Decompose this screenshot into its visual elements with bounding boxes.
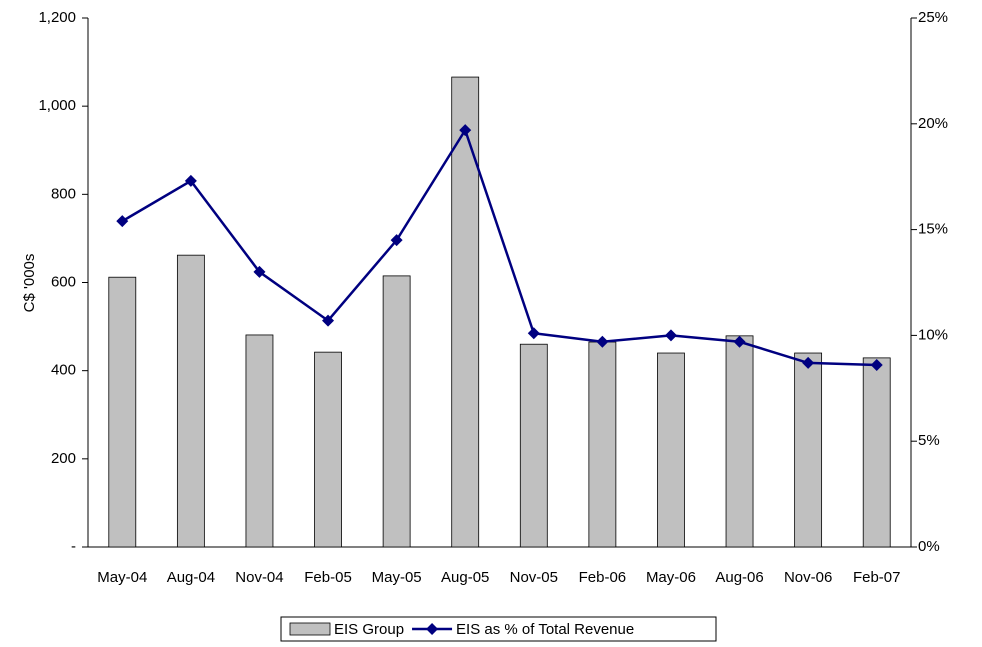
bar <box>176 254 205 548</box>
x-tick-label: May-05 <box>372 569 422 586</box>
marker <box>596 335 609 348</box>
x-tick-label: Nov-06 <box>784 569 832 586</box>
bar <box>794 352 823 548</box>
x-tick-label: Feb-07 <box>853 569 901 586</box>
x-tick-label: May-04 <box>97 569 147 586</box>
bar <box>588 341 617 548</box>
bar <box>245 334 274 548</box>
x-tick-label: Aug-05 <box>441 569 489 586</box>
y-axis-label: C$ '000s <box>21 254 38 313</box>
x-tick-label: May-06 <box>646 569 696 586</box>
legend-label: EIS Group <box>334 621 404 638</box>
y-tick-label: 1,000 <box>38 97 76 114</box>
legend-label: EIS as % of Total Revenue <box>456 621 634 638</box>
y2-tick-label: 5% <box>918 432 940 449</box>
y2-tick-label: 20% <box>918 115 948 132</box>
bar <box>657 352 685 548</box>
x-tick-label: Feb-06 <box>579 569 627 586</box>
legend-box <box>280 616 717 642</box>
bar <box>725 335 754 548</box>
marker <box>733 335 746 348</box>
y-tick-label: 1,200 <box>38 9 76 26</box>
bar <box>314 351 342 548</box>
line <box>121 127 877 367</box>
legend-swatch <box>289 622 331 636</box>
x-tick-label: Feb-05 <box>304 569 352 586</box>
marker <box>116 215 129 228</box>
marker <box>870 359 883 372</box>
y2-tick-label: 10% <box>918 326 948 343</box>
x-tick-label: Aug-04 <box>167 569 215 586</box>
marker <box>390 234 403 247</box>
y-tick-label: 800 <box>51 185 76 202</box>
x-tick-label: Nov-04 <box>235 569 283 586</box>
y2-tick-label: 15% <box>918 221 948 238</box>
bar <box>108 276 137 548</box>
marker <box>664 329 677 342</box>
marker <box>322 314 335 327</box>
marker <box>527 327 540 340</box>
legend-marker <box>426 623 439 635</box>
bar <box>382 275 411 548</box>
y2-tick-label: 0% <box>918 538 940 555</box>
y-tick-label: 200 <box>51 450 76 467</box>
x-tick-label: Nov-05 <box>510 569 558 586</box>
marker <box>253 265 266 278</box>
marker <box>802 356 815 369</box>
y-tick-label: 400 <box>51 362 76 379</box>
marker <box>184 174 197 187</box>
y2-tick-label: 25% <box>918 9 948 26</box>
x-tick-label: Aug-06 <box>715 569 763 586</box>
marker <box>459 124 472 137</box>
y-tick-label: - <box>71 538 76 555</box>
bar <box>862 357 891 548</box>
y-tick-label: 600 <box>51 273 76 290</box>
bar <box>519 343 548 548</box>
